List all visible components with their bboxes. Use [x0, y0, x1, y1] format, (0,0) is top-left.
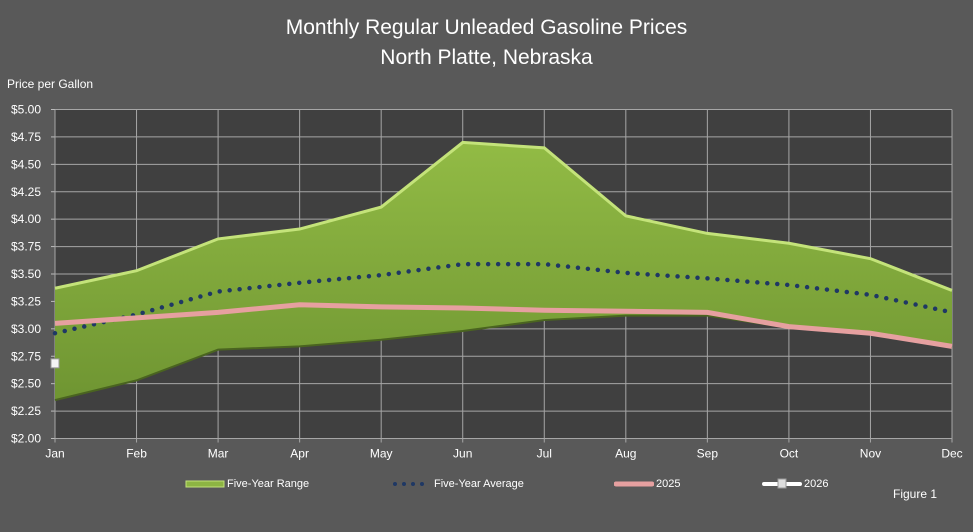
legend-label-range: Five-Year Range: [227, 478, 310, 490]
chart-title: Monthly Regular Unleaded Gasoline Prices: [285, 16, 688, 39]
x-tick-label: Jan: [45, 447, 64, 461]
y-tick-label: $3.50: [11, 267, 41, 281]
x-tick-label: Dec: [941, 447, 962, 461]
five-year-range-high-edge: [54, 140, 953, 292]
marker-2026: [50, 358, 60, 369]
legend-range-swatch: [185, 480, 225, 488]
line-2025: [54, 302, 953, 349]
x-tick-label: Nov: [860, 447, 881, 461]
legend-item-2025: 2025: [614, 478, 680, 490]
y-tick-label: $2.50: [11, 377, 41, 391]
y-tick-label: $3.75: [11, 240, 41, 254]
legend-item-average: Five-Year Average: [392, 478, 524, 490]
legend-item-2026: 2026: [762, 478, 828, 490]
y-axis-label: Price per Gallon: [7, 77, 94, 91]
legend-label-2026: 2026: [804, 478, 829, 490]
y-tick-label: $4.25: [11, 185, 41, 199]
legend-2026-swatch: [762, 478, 802, 489]
y-tick-label: $2.25: [11, 404, 41, 418]
y-tick-label: $2.75: [11, 349, 41, 363]
x-tick-label: Sep: [697, 447, 719, 461]
five-year-range-area: [55, 142, 952, 401]
y-tick-label: $4.00: [11, 212, 41, 226]
legend-label-average: Five-Year Average: [434, 478, 524, 490]
figure-label: Figure 1: [893, 487, 938, 501]
x-tick-label: Oct: [780, 447, 799, 461]
x-tick-label: Feb: [126, 447, 147, 461]
y-tick-label: $3.25: [11, 294, 41, 308]
y-tick-label: $4.50: [11, 157, 41, 171]
legend-average-swatch: [393, 482, 432, 486]
y-tick-label: $3.00: [11, 322, 41, 336]
x-tick-label: Jun: [453, 447, 472, 461]
x-tick-label: Apr: [290, 447, 309, 461]
x-tick-label: Mar: [208, 447, 229, 461]
legend-2025-swatch: [614, 481, 654, 487]
legend-item-range: Five-Year Range: [185, 478, 309, 490]
chart-subtitle: North Platte, Nebraska: [380, 46, 593, 69]
x-tick-label: Aug: [615, 447, 636, 461]
y-tick-label: $4.75: [11, 130, 41, 144]
x-tick-label: Jul: [537, 447, 552, 461]
y-tick-label: $5.00: [11, 103, 41, 117]
legend-label-2025: 2025: [656, 478, 681, 490]
y-tick-label: $2.00: [11, 432, 41, 446]
x-tick-label: May: [370, 447, 393, 461]
